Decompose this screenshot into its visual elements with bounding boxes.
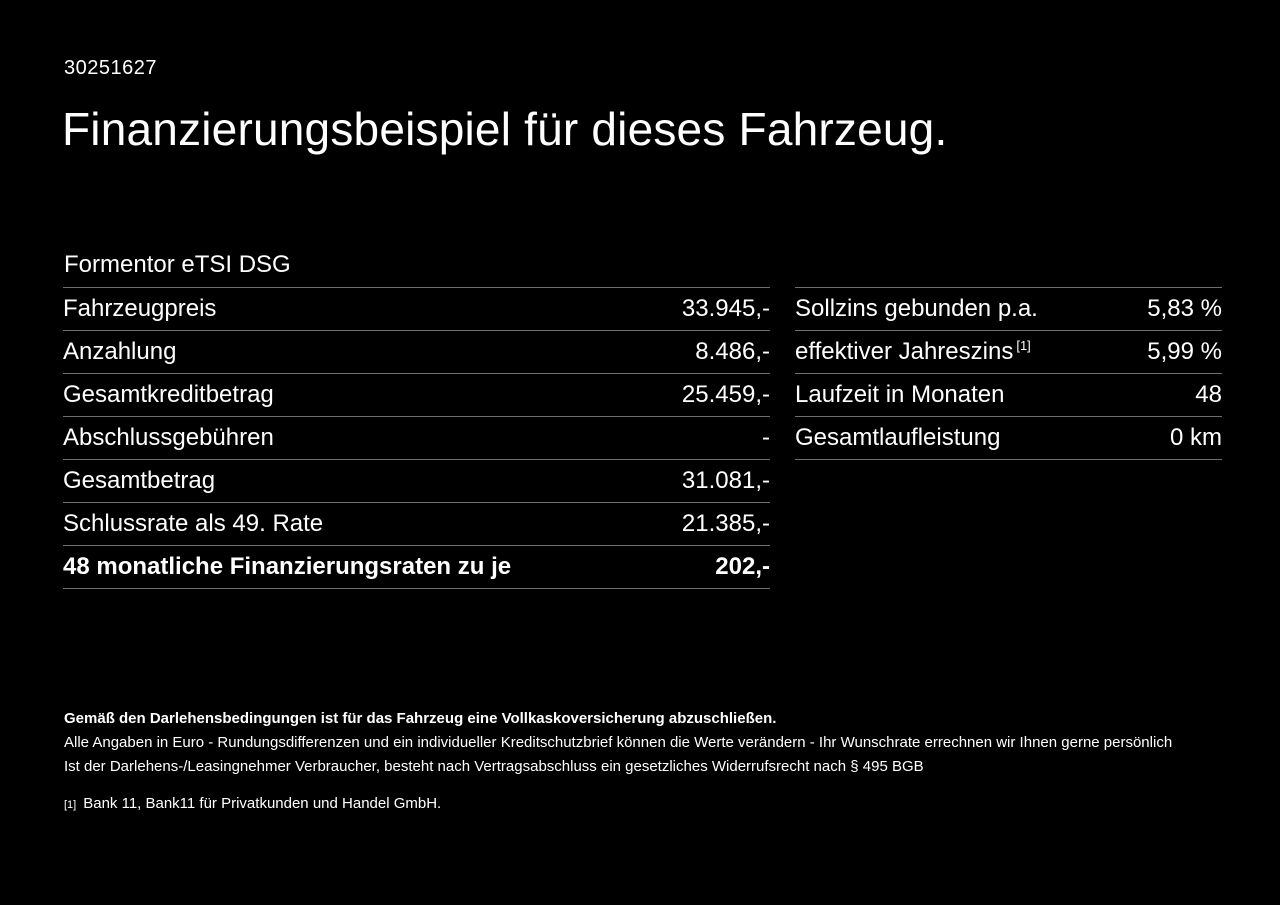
- row-label: effektiver Jahreszins [1]: [795, 338, 1031, 365]
- page-title: Finanzierungsbeispiel für dieses Fahrzeu…: [62, 103, 948, 155]
- row-value: 48: [1195, 381, 1222, 408]
- table-row: Sollzins gebunden p.a. 5,83 %: [795, 287, 1222, 330]
- row-label: Gesamtbetrag: [63, 467, 216, 494]
- legal-footer: Gemäß den Darlehensbedingungen ist für d…: [64, 707, 1220, 816]
- row-value: 31.081,-: [681, 467, 770, 494]
- row-label: Abschlussgebühren: [63, 424, 274, 451]
- vehicle-model: Formentor eTSI DSG: [64, 251, 291, 278]
- disclaimer-line-2: Ist der Darlehens-/Leasingnehmer Verbrau…: [64, 758, 924, 775]
- row-label: 48 monatliche Finanzierungsraten zu je: [63, 553, 512, 580]
- table-row: Abschlussgebühren -: [63, 416, 770, 459]
- offer-id: 30251627: [64, 57, 157, 79]
- row-label: Sollzins gebunden p.a.: [795, 295, 1038, 322]
- bank-footnote: [1] Bank 11, Bank11 für Privatkunden und…: [64, 792, 1220, 816]
- footnote-reference: [1]: [1016, 338, 1031, 353]
- financing-table-right: Sollzins gebunden p.a. 5,83 % effektiver…: [795, 287, 1222, 460]
- table-row: Laufzeit in Monaten 48: [795, 373, 1222, 416]
- row-label: Gesamtkreditbetrag: [63, 381, 274, 408]
- row-value: 5,99 %: [1147, 338, 1222, 365]
- disclaimer-line-1: Alle Angaben in Euro - Rundungsdifferenz…: [64, 734, 1173, 751]
- row-label: Fahrzeugpreis: [63, 295, 217, 322]
- row-value: 33.945,-: [681, 295, 770, 322]
- table-row: Gesamtkreditbetrag 25.459,-: [63, 373, 770, 416]
- table-row: Gesamtlaufleistung 0 km: [795, 416, 1222, 460]
- table-row: effektiver Jahreszins [1] 5,99 %: [795, 330, 1222, 373]
- row-value: 202,-: [715, 553, 770, 580]
- financing-table-left: Fahrzeugpreis 33.945,- Anzahlung 8.486,-…: [63, 287, 770, 589]
- row-label: Gesamtlaufleistung: [795, 424, 1001, 451]
- row-value: 8.486,-: [695, 338, 770, 365]
- footnote-text: Bank 11, Bank11 für Privatkunden und Han…: [83, 795, 442, 812]
- row-value: 5,83 %: [1147, 295, 1222, 322]
- table-row: Schlussrate als 49. Rate 21.385,-: [63, 502, 770, 545]
- table-row: Gesamtbetrag 31.081,-: [63, 459, 770, 502]
- row-label: Laufzeit in Monaten: [795, 381, 1005, 408]
- table-row-monthly-rate: 48 monatliche Finanzierungsraten zu je 2…: [63, 545, 770, 589]
- row-label: Anzahlung: [63, 338, 177, 365]
- row-value: 0 km: [1169, 424, 1222, 451]
- table-row: Anzahlung 8.486,-: [63, 330, 770, 373]
- table-row: Fahrzeugpreis 33.945,-: [63, 287, 770, 330]
- footnote-marker: [1]: [64, 799, 77, 811]
- row-value: 21.385,-: [681, 510, 770, 537]
- row-label: Schlussrate als 49. Rate: [63, 510, 324, 537]
- row-value: -: [762, 424, 770, 451]
- row-value: 25.459,-: [681, 381, 770, 408]
- insurance-requirement-note: Gemäß den Darlehensbedingungen ist für d…: [64, 710, 777, 727]
